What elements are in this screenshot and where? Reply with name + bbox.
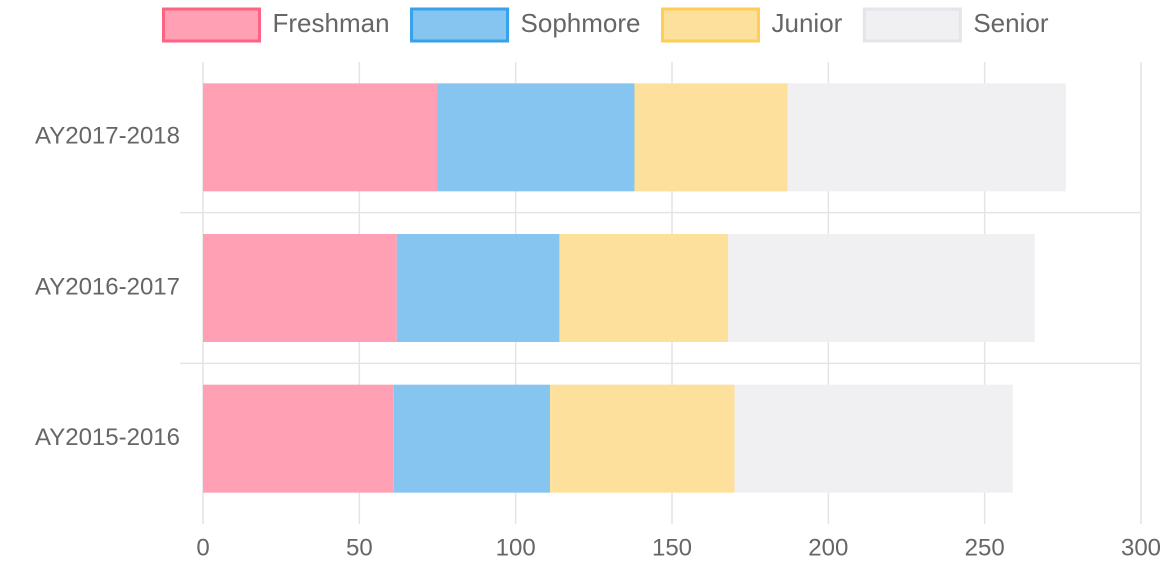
legend-swatch [162, 7, 261, 43]
x-tick-label: 150 [652, 534, 692, 561]
bar-segment [203, 234, 397, 342]
x-tick-label: 0 [196, 534, 209, 561]
bar-segment [550, 384, 735, 493]
bar-segment [393, 384, 551, 493]
y-tick-label: AY2016-2017 [35, 273, 180, 300]
y-tick-label: AY2015-2016 [35, 424, 180, 451]
legend-label: Freshman [273, 8, 390, 38]
legend-label: Sophmore [521, 8, 641, 38]
legend-swatch [862, 7, 962, 43]
x-tick-label: 250 [965, 534, 1005, 561]
bar-segment [396, 234, 560, 342]
bar-segment [203, 384, 394, 493]
bar-segment [728, 234, 1035, 342]
legend-swatch [661, 7, 761, 43]
x-tick-label: 50 [346, 534, 373, 561]
x-tick-label: 300 [1121, 534, 1161, 561]
x-tick-label: 200 [808, 534, 848, 561]
legend-label: Junior [772, 8, 843, 38]
bar-segment [734, 384, 1013, 493]
legend-swatch [410, 7, 510, 43]
bar-segment [559, 234, 729, 342]
x-tick-label: 100 [496, 534, 536, 561]
y-tick-label: AY2017-2018 [35, 123, 180, 150]
bar-segment [203, 83, 438, 192]
bar-segment [437, 83, 635, 192]
bar-segment [634, 83, 788, 192]
bar-segment [787, 83, 1066, 192]
legend-label: Senior [973, 8, 1048, 38]
